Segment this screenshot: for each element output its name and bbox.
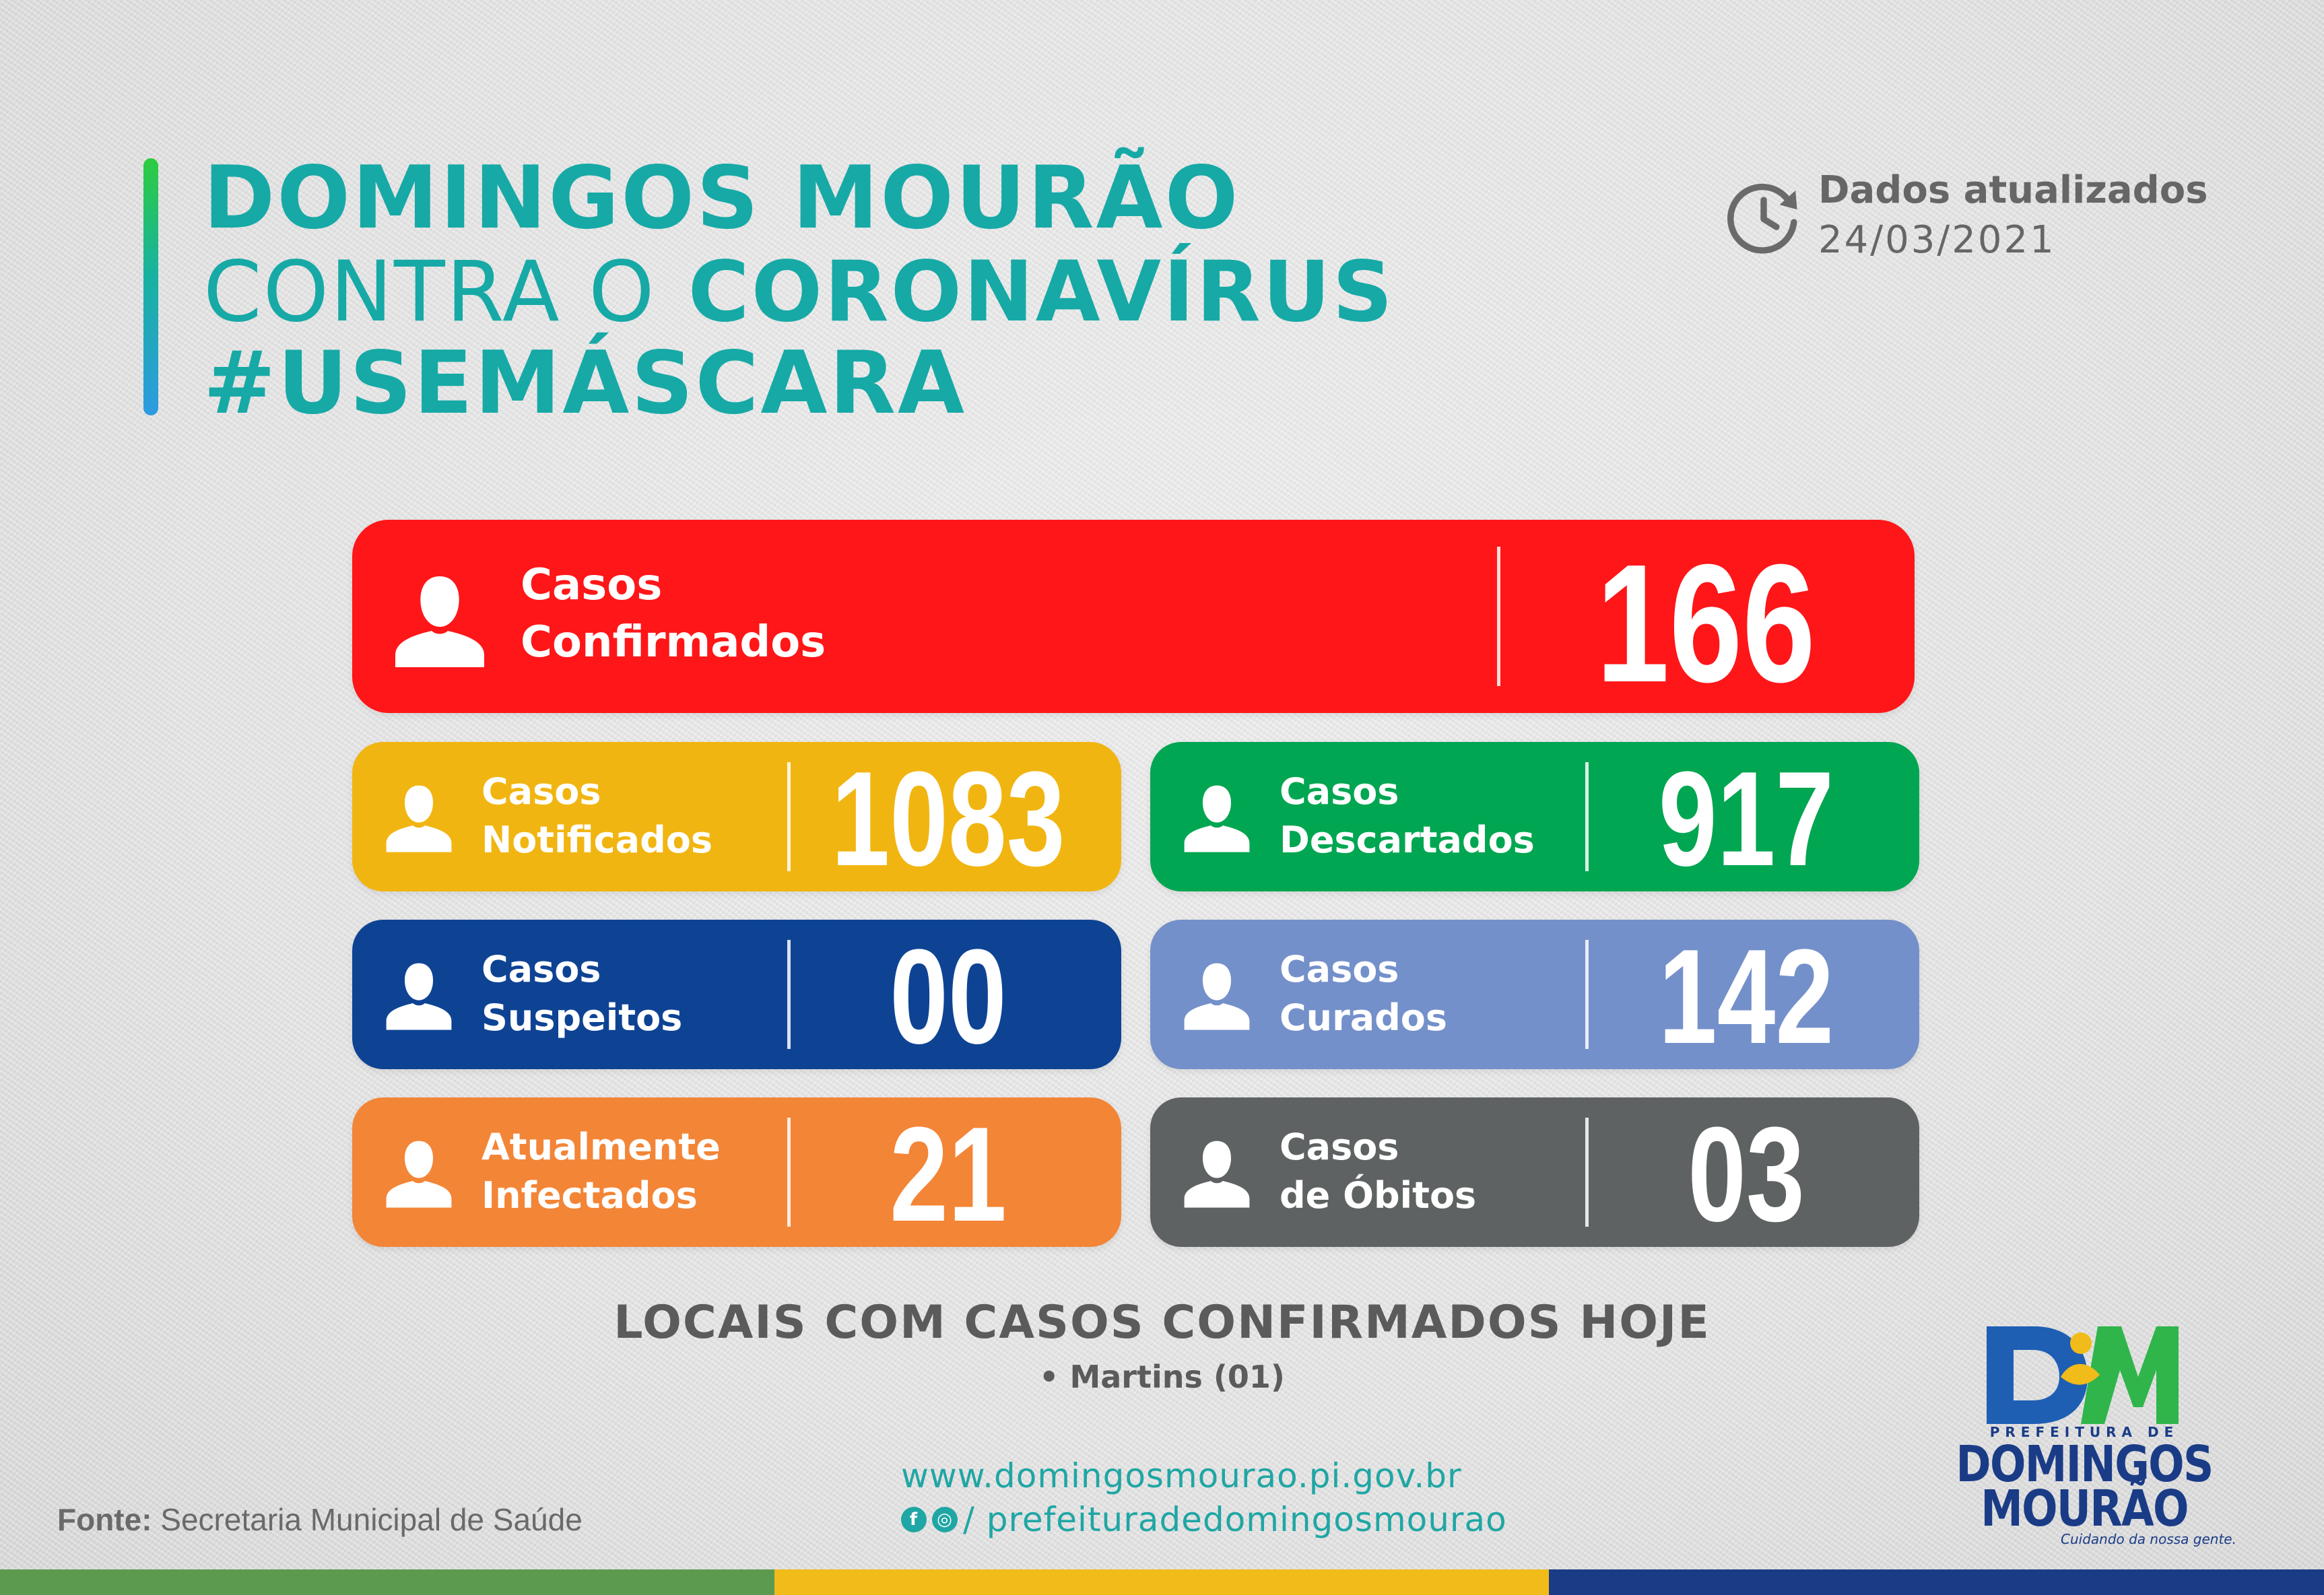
card-casos-notificados: Casos Notificados 1083 [352, 742, 1121, 894]
card-divider [787, 940, 791, 1049]
card-label-line2: Notificados [482, 818, 712, 861]
card-value: 917 [1658, 744, 1834, 894]
source-credit: Fonte: Secretaria Municipal de Saúde [57, 1501, 583, 1538]
card-value: 03 [1688, 1099, 1805, 1250]
card-casos-obitos: Casos de Óbitos 03 [1150, 1097, 1919, 1250]
card-label-line1: Atualmente [482, 1126, 721, 1168]
card-label-line1: Casos [482, 770, 601, 813]
card-atualmente-infectados: Atualmente Infectados 21 [352, 1097, 1121, 1250]
card-label-line1: Casos [521, 560, 663, 610]
update-label: Dados atualizados [1818, 168, 2208, 212]
card-value: 166 [1596, 529, 1816, 717]
card-divider [1585, 940, 1589, 1049]
social-handle[interactable]: / prefeituradedomingosmourao [963, 1500, 1507, 1539]
person-icon [1180, 781, 1254, 855]
card-label-line2: Curados [1280, 996, 1448, 1039]
prefeitura-logo: PREFEITURA DE DOMINGOS MOURÃO Cuidando d… [1926, 1313, 2243, 1547]
card-value: 21 [890, 1099, 1007, 1250]
locais-title: LOCAIS COM CASOS CONFIRMADOS HOJE [613, 1296, 1711, 1349]
card-value: 00 [890, 922, 1007, 1072]
card-casos-confirmados: Casos Confirmados 166 [352, 520, 1915, 717]
card-divider [1585, 762, 1589, 871]
subtitle-bold: CORONAVÍRUS [688, 244, 1395, 341]
person-icon [382, 959, 456, 1033]
card-label-line1: Casos [1280, 948, 1399, 990]
card-casos-descartados: Casos Descartados 917 [1150, 742, 1919, 894]
person-icon [382, 781, 456, 855]
title-accent-bar [143, 158, 158, 415]
stripe-green [0, 1569, 774, 1595]
hashtag: #USEMÁSCARA [203, 333, 967, 434]
card-divider [787, 762, 791, 871]
card-label: Casos Descartados [1280, 768, 1535, 864]
card-label: Casos Notificados [482, 768, 712, 864]
instagram-icon[interactable]: ◎ [932, 1506, 958, 1532]
card-label: Casos Confirmados [521, 557, 826, 671]
person-icon [389, 570, 490, 671]
card-divider [787, 1118, 791, 1227]
person-icon [1180, 1136, 1254, 1211]
subtitle-light: CONTRA O [203, 244, 656, 341]
website-link[interactable]: www.domingosmourao.pi.gov.br [901, 1456, 1462, 1495]
card-label: Casos Suspeitos [482, 945, 682, 1042]
card-casos-curados: Casos Curados 142 [1150, 920, 1919, 1072]
clock-icon [1727, 183, 1797, 254]
facebook-icon[interactable]: f [901, 1506, 927, 1532]
card-label-line1: Casos [482, 948, 601, 990]
person-icon [1180, 959, 1254, 1033]
source-text: Secretaria Municipal de Saúde [160, 1502, 583, 1537]
card-label-line1: Casos [1280, 1126, 1399, 1168]
card-label: Casos de Óbitos [1280, 1123, 1476, 1220]
card-label-line2: Infectados [482, 1174, 698, 1217]
card-label: Atualmente Infectados [482, 1123, 721, 1220]
card-value: 1083 [831, 744, 1065, 894]
page-subtitle: CONTRA O CORONAVÍRUS [203, 244, 1395, 341]
page-title: DOMINGOS MOURÃO [203, 148, 1240, 248]
logo-prefix: PREFEITURA DE [1989, 1424, 2179, 1440]
card-label-line2: Descartados [1280, 818, 1535, 861]
card-label-line2: de Óbitos [1280, 1174, 1477, 1217]
update-date: 24/03/2021 [1818, 218, 2056, 262]
card-label-line2: Confirmados [521, 617, 826, 668]
social-link[interactable]: f ◎ / prefeituradedomingosmourao [901, 1500, 1507, 1539]
card-casos-suspeitos: Casos Suspeitos 00 [352, 920, 1121, 1072]
logo-name-line2: MOURÃO [1981, 1480, 2189, 1538]
card-value: 142 [1658, 922, 1834, 1072]
card-divider [1585, 1118, 1589, 1227]
card-label: Casos Curados [1280, 945, 1447, 1042]
card-label-line2: Suspeitos [482, 996, 683, 1039]
card-divider [1497, 547, 1500, 686]
source-label: Fonte: [57, 1502, 152, 1537]
logo-name-line1: DOMINGOS [1956, 1435, 2214, 1493]
locais-item: • Martins (01) [1039, 1359, 1285, 1395]
person-icon [382, 1136, 456, 1211]
stripe-blue [1549, 1569, 2324, 1595]
dm-logo-mark [1987, 1326, 2179, 1424]
card-label-line1: Casos [1280, 770, 1399, 813]
logo-slogan: Cuidando da nossa gente. [2061, 1531, 2236, 1547]
stripe-yellow [774, 1569, 1549, 1595]
